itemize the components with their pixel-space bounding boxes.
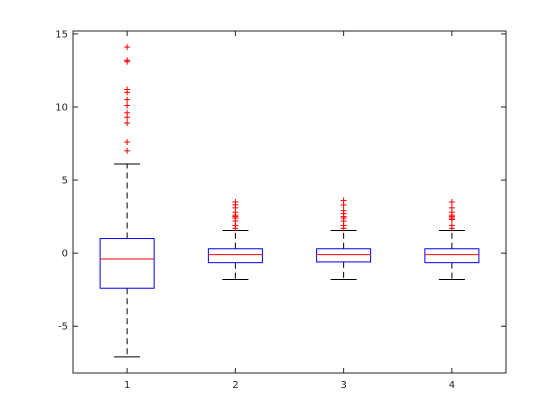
outlier-marker xyxy=(448,204,455,211)
box-group-3 xyxy=(316,197,372,280)
y-tick-label: 15 xyxy=(55,29,68,40)
y-tick-label: 10 xyxy=(55,103,68,114)
outlier-marker xyxy=(340,197,347,204)
outlier-marker xyxy=(124,44,131,51)
x-tick-label: 2 xyxy=(232,380,238,391)
box-iqr xyxy=(316,248,372,263)
x-axis: 1 2 3 4 xyxy=(124,31,455,391)
outlier-marker xyxy=(448,199,455,205)
x-tick-label: 3 xyxy=(340,380,346,391)
outlier-marker xyxy=(340,207,347,214)
outlier-marker xyxy=(124,139,131,146)
box-series xyxy=(99,44,480,358)
box-group-2 xyxy=(207,199,263,280)
outlier-marker xyxy=(124,109,131,116)
box-iqr xyxy=(424,248,480,264)
x-tick-label: 1 xyxy=(124,380,130,391)
outlier-marker xyxy=(124,102,131,109)
outlier-marker xyxy=(124,86,131,93)
plot-area xyxy=(72,30,507,374)
outlier-marker xyxy=(124,147,131,154)
y-axis: -5 0 5 10 15 xyxy=(55,29,506,333)
box-group-1 xyxy=(99,44,155,358)
outlier-marker xyxy=(124,120,131,127)
outlier-marker xyxy=(232,199,239,205)
outlier-marker xyxy=(124,57,131,64)
x-tick-label: 4 xyxy=(449,380,455,391)
y-tick-label: -5 xyxy=(58,322,68,333)
y-tick-label: 5 xyxy=(62,176,68,187)
box-group-4 xyxy=(424,199,480,280)
outlier-marker xyxy=(124,96,131,103)
y-tick-label: 0 xyxy=(62,249,68,260)
box-iqr xyxy=(99,238,155,289)
box-iqr xyxy=(207,248,263,264)
outlier-marker xyxy=(448,222,455,229)
